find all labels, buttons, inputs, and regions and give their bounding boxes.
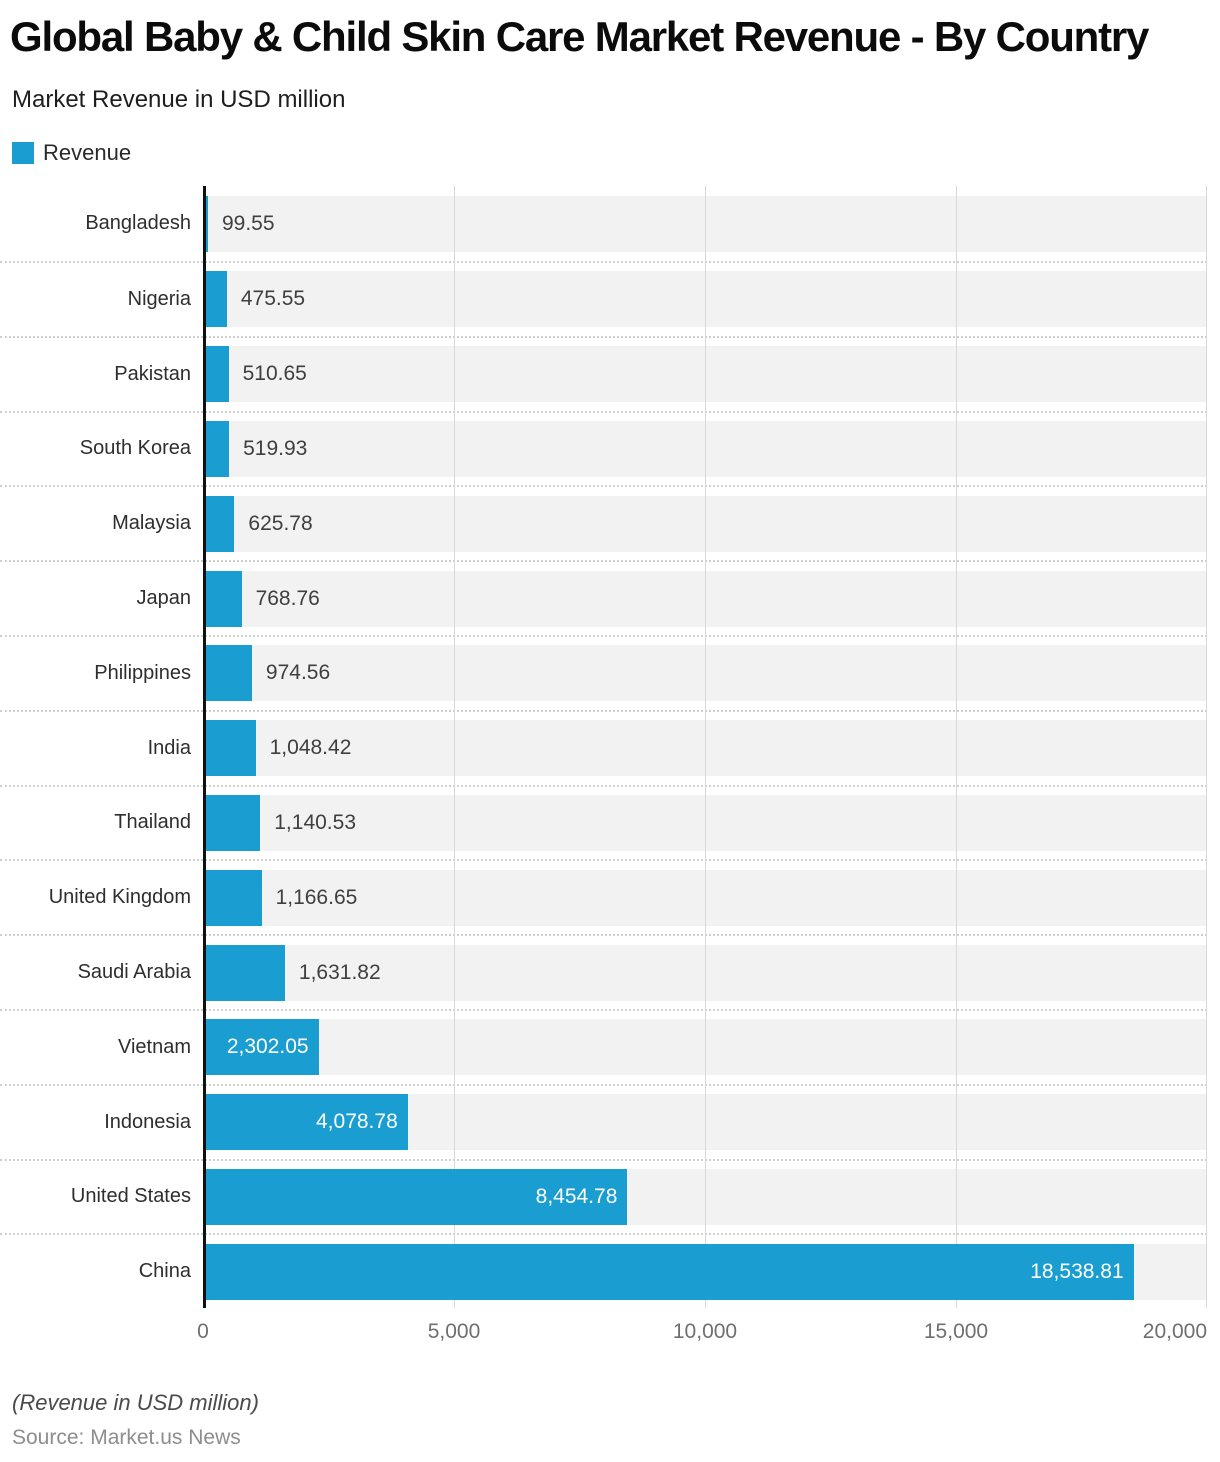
chart-row: Philippines 974.56 [0, 634, 1207, 710]
category-label: Saudi Arabia [77, 961, 191, 984]
x-tick-label: 20,000 [1142, 1320, 1207, 1344]
value-label: 974.56 [265, 661, 331, 685]
gridline-5000 [454, 186, 455, 1309]
gridline-20000 [1206, 186, 1207, 1309]
revenue-bar[interactable]: 1,631.82 [203, 944, 381, 1001]
category-label: Indonesia [104, 1110, 191, 1133]
category-label: China [138, 1260, 191, 1283]
revenue-bar[interactable]: 8,454.78 [203, 1168, 628, 1225]
value-label: 1,140.53 [274, 810, 356, 834]
chart-rows: Bangladesh 99.55 Nigeria 475.55 Pakistan 510.… [0, 186, 1207, 1308]
chart-row: Malaysia 625.78 [0, 485, 1207, 560]
revenue-bar[interactable]: 1,140.53 [203, 794, 356, 851]
y-axis-line [203, 186, 206, 1309]
category-label: India [147, 736, 191, 759]
category-label: Bangladesh [85, 212, 191, 235]
category-label: Philippines [94, 661, 191, 684]
x-tick-label: 10,000 [672, 1320, 738, 1344]
gridline-10000 [705, 186, 706, 1309]
legend-label: Revenue [43, 140, 132, 166]
chart-row: Thailand 1,140.53 [0, 784, 1207, 860]
category-label: United Kingdom [48, 886, 191, 909]
chart-row: United Kingdom 1,166.65 [0, 859, 1207, 934]
revenue-bar[interactable]: 625.78 [203, 495, 313, 552]
chart-row: Japan 768.76 [0, 560, 1207, 635]
value-label: 2,302.05 [226, 1035, 309, 1059]
chart-row: United States 8,454.78 [0, 1158, 1207, 1234]
value-label: 625.78 [248, 511, 313, 535]
chart-row: China 18,538.81 [0, 1233, 1207, 1308]
category-label: South Korea [79, 437, 191, 460]
category-label: Vietnam [117, 1035, 191, 1058]
x-axis: 0 5,000 10,000 15,000 20,000 [0, 1314, 1220, 1356]
value-label: 519.93 [243, 436, 308, 460]
value-label: 1,166.65 [275, 885, 358, 909]
source-credit: Source: Market.us News [12, 1426, 241, 1450]
gridline-15000 [956, 186, 957, 1309]
value-label: 4,078.78 [316, 1110, 398, 1134]
chart-row: South Korea 519.93 [0, 410, 1207, 486]
legend[interactable]: Revenue [12, 140, 1220, 166]
bar-chart: Bangladesh 99.55 Nigeria 475.55 Pakistan 510.… [0, 186, 1220, 1356]
category-label: Nigeria [127, 287, 191, 310]
bar-track: 18,538.81 [203, 1243, 1207, 1300]
revenue-bar[interactable]: 510.65 [203, 346, 307, 403]
value-label: 8,454.78 [535, 1184, 618, 1208]
revenue-bar[interactable]: 2,302.05 [203, 1019, 319, 1076]
value-label: 99.55 [221, 211, 275, 235]
value-label: 510.65 [242, 362, 307, 386]
x-tick-label: 15,000 [923, 1320, 989, 1344]
revenue-bar[interactable]: 18,538.81 [203, 1243, 1134, 1300]
revenue-bar[interactable]: 519.93 [203, 420, 307, 477]
category-label: United States [70, 1185, 191, 1208]
category-label: Malaysia [112, 512, 191, 535]
chart-row: India 1,048.42 [0, 709, 1207, 785]
legend-swatch-icon [12, 142, 34, 165]
chart-row: Vietnam 2,302.05 [0, 1008, 1207, 1084]
x-tick-label: 5,000 [427, 1320, 481, 1344]
revenue-bar[interactable]: 4,078.78 [203, 1094, 408, 1151]
chart-row: Bangladesh 99.55 [0, 186, 1207, 261]
footnote: (Revenue in USD million) [12, 1390, 259, 1416]
category-label: Pakistan [114, 362, 191, 385]
category-label: Thailand [114, 811, 191, 834]
category-label: Japan [136, 587, 192, 610]
value-label: 475.55 [240, 287, 306, 311]
revenue-bar[interactable]: 1,166.65 [203, 869, 357, 926]
chart-subtitle: Market Revenue in USD million [12, 86, 346, 114]
revenue-bar[interactable]: 475.55 [203, 271, 305, 328]
revenue-bar[interactable]: 974.56 [203, 645, 330, 702]
value-label: 1,631.82 [298, 960, 381, 984]
revenue-bar[interactable]: 768.76 [203, 570, 320, 627]
x-tick-label: 0 [197, 1320, 209, 1344]
revenue-bar[interactable]: 1,048.42 [203, 720, 351, 777]
value-label: 18,538.81 [1030, 1259, 1124, 1283]
value-label: 1,048.42 [269, 736, 352, 760]
value-label: 768.76 [255, 586, 320, 610]
chart-row: Nigeria 475.55 [0, 260, 1207, 336]
chart-title: Global Baby & Child Skin Care Market Rev… [10, 13, 1149, 60]
chart-row: Indonesia 4,078.78 [0, 1083, 1207, 1159]
chart-row: Saudi Arabia 1,631.82 [0, 934, 1207, 1009]
chart-row: Pakistan 510.65 [0, 335, 1207, 411]
